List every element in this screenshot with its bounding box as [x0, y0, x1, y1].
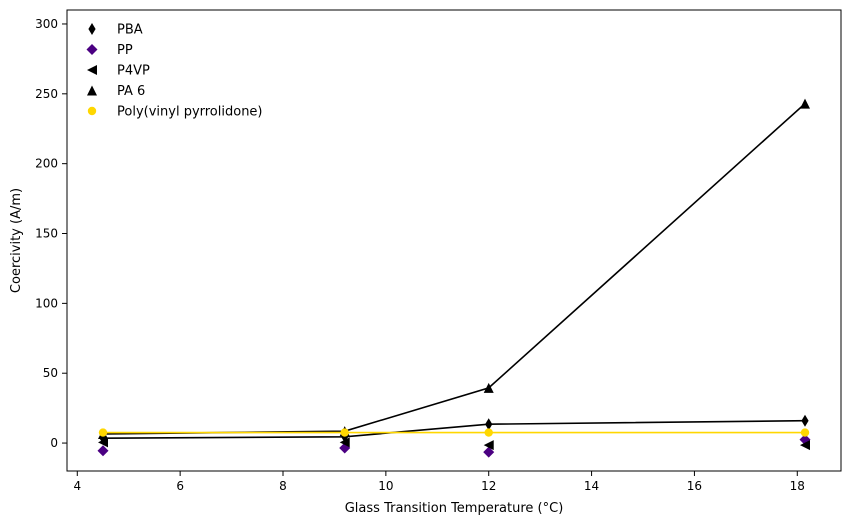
x-tick-label: 16 — [687, 479, 702, 493]
y-tick-label: 0 — [50, 436, 58, 450]
y-axis: 0 50 100 150 200 250 300 — [35, 17, 67, 450]
legend-marker-pa-6 — [87, 85, 97, 96]
legend-item-pp: PP — [86, 43, 133, 58]
x-axis: 4 6 8 10 12 14 16 18 — [73, 471, 805, 493]
pa-6-point — [800, 98, 810, 109]
y-axis-label: Coercivity (A/m) — [9, 188, 24, 293]
poly-vinyl-pyrrolidone-series — [98, 428, 810, 437]
legend-marker-pp — [86, 44, 98, 55]
p4vp-point — [800, 440, 810, 451]
x-tick-label: 8 — [279, 479, 287, 493]
p4vp-point — [98, 437, 108, 448]
legend-label: PBA — [117, 23, 143, 38]
legend-item-pa-6: PA 6 — [87, 84, 145, 99]
legend-marker-poly-vinyl-pyrrolidone — [87, 106, 97, 116]
plot-area — [97, 98, 811, 458]
y-tick-label: 150 — [35, 227, 58, 241]
p4vp-point — [339, 437, 350, 448]
legend-marker-pba — [88, 23, 96, 35]
y-tick-label: 50 — [43, 366, 58, 380]
p4vp-point — [483, 440, 494, 451]
x-tick-label: 10 — [378, 479, 393, 493]
poly-vinyl-pyrrolidone-point — [484, 428, 493, 437]
x-tick-label: 6 — [176, 479, 184, 493]
axes-frame — [66, 9, 842, 472]
x-tick-label: 14 — [584, 479, 599, 493]
pa-6-point — [483, 382, 494, 393]
y-tick-label: 250 — [35, 87, 58, 101]
y-tick-label: 200 — [35, 157, 58, 171]
y-tick-label: 300 — [35, 17, 58, 31]
legend-label: P4VP — [117, 64, 150, 79]
x-axis-label: Glass Transition Temperature (°C) — [345, 501, 564, 516]
pa-6-series — [98, 98, 810, 439]
pp-point — [483, 446, 495, 458]
x-tick-label: 12 — [481, 479, 496, 493]
legend-label: PP — [117, 43, 133, 58]
legend-item-p4vp: P4VP — [87, 64, 150, 79]
legend-item-pba: PBA — [88, 23, 143, 38]
poly-vinyl-pyrrolidone-point — [98, 428, 108, 437]
pba-series-line — [102, 419, 806, 439]
legend-item-poly-vinyl-pyrrolidone: Poly(vinyl pyrrolidone) — [87, 105, 263, 120]
x-tick-label: 4 — [73, 479, 81, 493]
legend-label: PA 6 — [117, 84, 145, 99]
pp-point — [97, 445, 109, 457]
x-tick-label: 18 — [790, 479, 805, 493]
legend-marker-p4vp — [87, 65, 97, 75]
legend-label: Poly(vinyl pyrrolidone) — [117, 105, 263, 120]
p4vp-series — [98, 437, 810, 451]
legend: PBA PP P4VP PA 6 Poly(vinyl pyrrolidone) — [86, 23, 263, 120]
poly-vinyl-pyrrolidone-point — [800, 428, 810, 437]
pba-series — [99, 414, 809, 445]
pa-6-series-line — [102, 103, 806, 435]
y-tick-label: 100 — [35, 296, 58, 310]
pba-point — [485, 418, 493, 431]
poly-vinyl-pyrrolidone-point — [340, 428, 349, 437]
pba-point — [801, 414, 809, 427]
